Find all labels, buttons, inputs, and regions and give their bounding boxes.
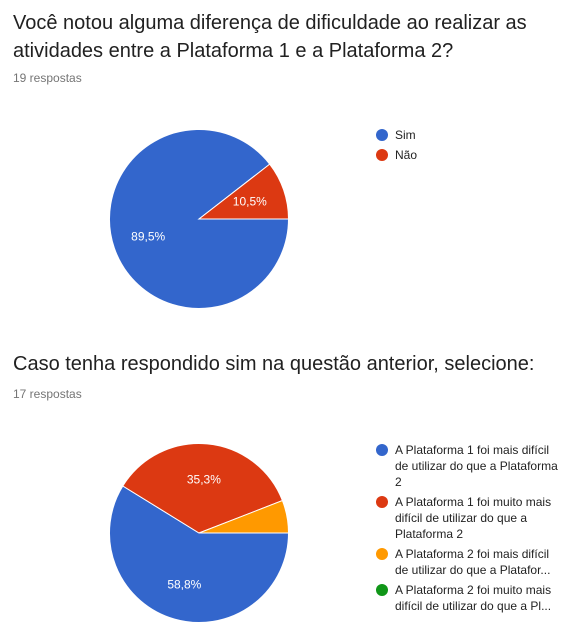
response-count: 19 respostas xyxy=(13,71,82,85)
question-card-1: Você notou alguma diferença de dificulda… xyxy=(13,12,556,309)
question-card-2: Caso tenha respondido sim na questão ant… xyxy=(0,330,574,639)
legend-swatch xyxy=(376,444,388,456)
legend-swatch xyxy=(376,548,388,560)
legend-item[interactable]: A Plataforma 1 foi muito mais difícil de… xyxy=(376,494,560,542)
legend-label: Sim xyxy=(395,128,416,142)
legend-label: A Plataforma 1 foi mais difícil de utili… xyxy=(395,443,558,489)
slice-percent-label: 10,5% xyxy=(233,195,267,209)
legend-item[interactable]: A Plataforma 1 foi mais difícil de utili… xyxy=(376,442,560,490)
slice-percent-label: 35,3% xyxy=(187,473,221,487)
pie-slice[interactable] xyxy=(122,443,284,534)
legend-label: Não xyxy=(395,148,418,162)
slice-percent-label: 89,5% xyxy=(131,229,165,243)
legend-item[interactable]: Sim xyxy=(376,127,556,143)
pie-slice[interactable] xyxy=(198,499,290,534)
legend-swatch xyxy=(376,129,388,141)
legend-label: A Plataforma 1 foi muito mais difícil de… xyxy=(395,495,552,541)
legend-swatch xyxy=(376,149,388,161)
legend-item[interactable]: A Plataforma 2 foi muito mais difícil de… xyxy=(376,582,560,614)
pie-chart[interactable]: 58,8% 35,3% xyxy=(109,443,290,623)
legend-item[interactable]: A Plataforma 2 foi mais difícil de utili… xyxy=(376,546,560,578)
pie-chart[interactable]: 89,5% 10,5% xyxy=(109,129,290,309)
chart-legend: Sim Não xyxy=(376,127,556,167)
legend-swatch xyxy=(376,496,388,508)
legend-item[interactable]: Não xyxy=(376,147,556,163)
legend-swatch xyxy=(376,584,388,596)
response-count: 17 respostas xyxy=(13,387,82,401)
legend-label: A Plataforma 2 foi mais difícil de utili… xyxy=(395,547,551,577)
slice-percent-label: 58,8% xyxy=(167,578,201,592)
pie-slice[interactable] xyxy=(109,485,290,623)
pie-slice[interactable] xyxy=(197,163,290,220)
question-title: Você notou alguma diferença de dificulda… xyxy=(13,12,527,62)
legend-label: A Plataforma 2 foi muito mais difícil de… xyxy=(395,583,552,613)
question-title: Caso tenha respondido sim na questão ant… xyxy=(13,353,535,375)
chart-legend: A Plataforma 1 foi mais difícil de utili… xyxy=(376,442,560,618)
